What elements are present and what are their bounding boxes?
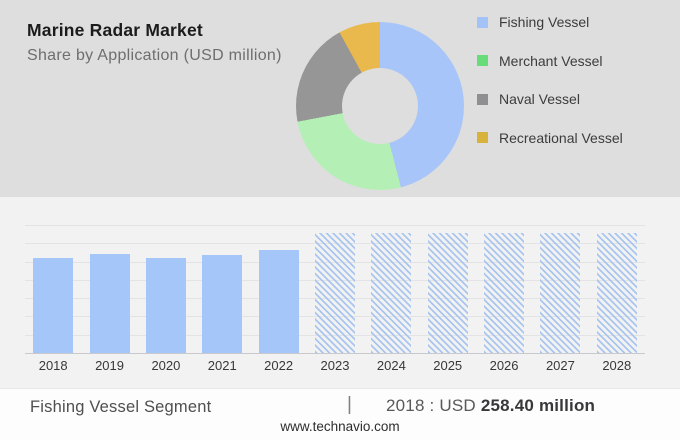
bar-slot: [363, 225, 419, 353]
x-tick-label: 2022: [264, 358, 294, 373]
metric-value: 258.40 million: [480, 396, 596, 415]
x-tick-label: 2021: [207, 358, 237, 373]
bar-2024: [371, 233, 412, 353]
bar-slot: [25, 225, 81, 353]
bar-slot: [194, 225, 250, 353]
x-tick-label: 2026: [489, 358, 519, 373]
bar-2020: [145, 257, 186, 353]
bar-series: [25, 225, 645, 353]
bar-slot: [250, 225, 306, 353]
donut-chart: [296, 22, 464, 190]
bar-2025: [427, 233, 468, 353]
bar-2026: [484, 233, 525, 353]
bar-2023: [314, 233, 355, 353]
metric-prefix: 2018 : USD: [386, 396, 476, 415]
bar-chart-plot-area: [25, 225, 645, 354]
legend-label: Merchant Vessel: [499, 52, 603, 69]
metric-text: 2018 : USD 258.40 million: [386, 396, 595, 416]
website-url: www.technavio.com: [280, 419, 400, 434]
bar-slot: [420, 225, 476, 353]
summary-panel: Marine Radar Market Share by Application…: [0, 0, 680, 197]
bar-slot: [532, 225, 588, 353]
bar-2018: [33, 257, 74, 353]
bar-slot: [138, 225, 194, 353]
legend-item: Naval Vessel: [477, 91, 623, 107]
legend-label: Naval Vessel: [499, 91, 580, 107]
caption-bar: Fishing Vessel Segment | 2018 : USD 258.…: [0, 388, 680, 440]
x-tick-label: 2020: [151, 358, 181, 373]
x-axis-labels: 2018 2019 2020 2021 2022 2023 2024 2025 2026 2027…: [25, 358, 645, 373]
page-title: Marine Radar Market: [27, 20, 203, 40]
legend-item: Fishing Vessel: [477, 14, 623, 30]
x-tick-label: 2027: [545, 358, 575, 373]
legend-swatch-icon: [477, 55, 488, 66]
x-axis-line: [25, 353, 645, 354]
bar-2019: [89, 254, 130, 353]
legend-item: Recreational Vessel: [477, 130, 623, 146]
bar-slot: [81, 225, 137, 353]
chart-legend: Fishing Vessel Merchant Vessel Naval Vesse…: [477, 14, 623, 168]
legend-label: Fishing Vessel: [499, 14, 590, 30]
bar-slot: [307, 225, 363, 353]
x-tick-label: 2019: [95, 358, 124, 373]
caption-divider: |: [347, 394, 352, 415]
bar-2028: [596, 233, 637, 353]
bar-slot: [476, 225, 532, 353]
bar-chart-panel: 2018 2019 2020 2021 2022 2023 2024 2025 2026 2027…: [0, 197, 680, 388]
donut-hole: [342, 68, 418, 144]
x-tick-label: 2018: [38, 358, 68, 373]
bar-2022: [258, 249, 299, 353]
x-tick-label: 2028: [602, 358, 632, 373]
x-tick-label: 2024: [376, 358, 406, 373]
segment-label: Fishing Vessel Segment: [30, 398, 212, 416]
legend-item: Merchant Vessel: [477, 53, 623, 69]
legend-swatch-icon: [477, 93, 488, 105]
x-tick-label: 2023: [320, 358, 350, 373]
page-subtitle: Share by Application (USD million): [27, 47, 282, 64]
bar-slot: [589, 225, 645, 353]
legend-label: Recreational Vessel: [499, 129, 623, 146]
bar-2021: [202, 254, 243, 353]
gridline: [25, 225, 645, 226]
bar-2027: [540, 233, 581, 353]
x-tick-label: 2025: [433, 358, 463, 373]
legend-swatch-icon: [477, 16, 488, 28]
legend-swatch-icon: [477, 132, 488, 143]
